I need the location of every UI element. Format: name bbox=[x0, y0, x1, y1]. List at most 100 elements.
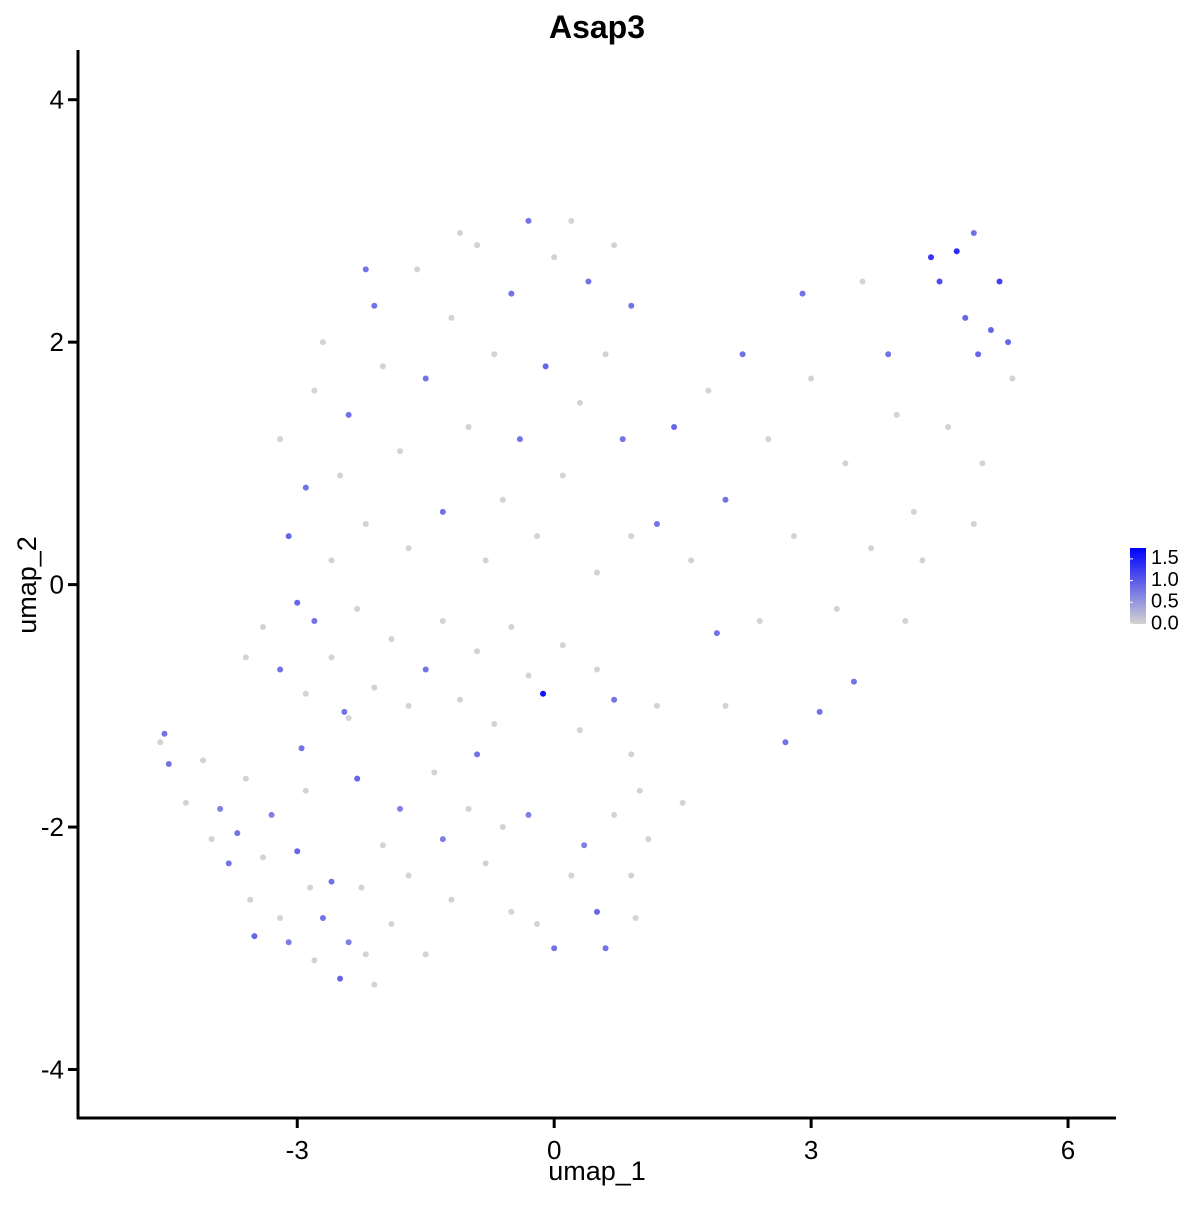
cell-point bbox=[979, 460, 986, 467]
cell-point bbox=[456, 230, 463, 237]
cell-point bbox=[799, 290, 806, 297]
cell-point bbox=[345, 939, 352, 946]
cell-point bbox=[259, 624, 266, 631]
cell-point bbox=[277, 666, 284, 673]
cell-point bbox=[337, 975, 344, 982]
cell-point bbox=[379, 363, 386, 370]
cell-point bbox=[970, 230, 977, 237]
cell-point bbox=[542, 363, 549, 370]
cell-point bbox=[474, 242, 481, 249]
cell-point bbox=[491, 721, 498, 728]
cell-point bbox=[962, 314, 969, 321]
cell-point bbox=[422, 951, 429, 958]
y-tick-label: -4 bbox=[41, 1055, 64, 1085]
cell-point bbox=[328, 654, 335, 661]
cell-point bbox=[328, 878, 335, 885]
cell-point bbox=[311, 387, 318, 394]
cell-point bbox=[559, 642, 566, 649]
cell-point bbox=[405, 545, 412, 552]
cell-point bbox=[594, 666, 600, 673]
cell-point bbox=[474, 648, 481, 655]
cell-point bbox=[508, 624, 515, 631]
cell-point bbox=[970, 520, 977, 527]
cell-point bbox=[551, 945, 558, 952]
cell-point bbox=[465, 424, 472, 431]
cell-point bbox=[722, 496, 729, 503]
cell-point bbox=[910, 508, 917, 515]
cell-point bbox=[987, 327, 994, 334]
cell-point bbox=[362, 266, 369, 273]
cell-point bbox=[602, 351, 609, 358]
cell-point bbox=[414, 266, 421, 273]
cell-point bbox=[405, 872, 412, 879]
cell-point bbox=[936, 278, 943, 285]
cell-point bbox=[165, 761, 172, 768]
cell-point bbox=[816, 708, 823, 715]
cell-point bbox=[319, 914, 326, 921]
cell-point bbox=[919, 557, 926, 564]
cell-point bbox=[482, 557, 489, 564]
cell-point bbox=[362, 520, 369, 527]
cell-point bbox=[465, 805, 472, 812]
colorbar-tick-label: 0.0 bbox=[1151, 612, 1179, 634]
cell-point bbox=[358, 884, 365, 891]
cell-point bbox=[525, 217, 532, 224]
cell-point bbox=[653, 702, 660, 709]
cell-point bbox=[234, 830, 241, 837]
cell-point bbox=[833, 605, 840, 612]
cell-point bbox=[307, 884, 314, 891]
cell-point bbox=[996, 278, 1003, 285]
cell-point bbox=[653, 520, 660, 527]
cell-point bbox=[277, 914, 284, 921]
cell-point bbox=[161, 730, 168, 737]
cell-point bbox=[371, 981, 378, 988]
cell-point bbox=[397, 448, 404, 455]
cell-point bbox=[1009, 375, 1016, 382]
cell-point bbox=[277, 436, 284, 443]
cell-point bbox=[225, 860, 232, 867]
cell-point bbox=[808, 375, 815, 382]
cell-point bbox=[628, 872, 635, 879]
colorbar-tick-label: 1.5 bbox=[1151, 547, 1179, 569]
cell-point bbox=[782, 739, 789, 746]
cell-point bbox=[200, 757, 207, 764]
cell-point bbox=[311, 957, 318, 964]
cell-point bbox=[388, 921, 395, 928]
cell-point bbox=[268, 811, 275, 818]
cell-point bbox=[611, 696, 618, 703]
cell-point bbox=[251, 933, 258, 940]
cell-point bbox=[285, 939, 292, 946]
cell-point bbox=[628, 751, 635, 758]
cell-point bbox=[294, 848, 301, 855]
cell-point bbox=[975, 351, 982, 358]
y-axis-label: umap_2 bbox=[12, 536, 42, 634]
cell-point bbox=[594, 908, 600, 915]
cell-point bbox=[868, 545, 875, 552]
cell-point bbox=[636, 787, 643, 794]
cell-point bbox=[739, 351, 746, 358]
cell-point bbox=[294, 599, 301, 606]
cell-point bbox=[688, 557, 695, 564]
cell-point bbox=[756, 617, 763, 624]
colorbar bbox=[1130, 548, 1146, 624]
cell-point bbox=[722, 702, 729, 709]
cell-point bbox=[540, 690, 547, 697]
cell-point bbox=[422, 375, 429, 382]
cell-point bbox=[499, 496, 506, 503]
cell-point bbox=[354, 775, 361, 782]
cell-point bbox=[893, 411, 900, 418]
cell-point bbox=[859, 278, 866, 285]
cell-point bbox=[568, 217, 575, 224]
cell-point bbox=[842, 460, 849, 467]
cell-point bbox=[311, 617, 318, 624]
x-axis-label: umap_1 bbox=[548, 1156, 646, 1186]
cell-point bbox=[319, 339, 326, 346]
cell-point bbox=[790, 533, 797, 540]
cell-point bbox=[628, 533, 635, 540]
x-tick-label: -3 bbox=[286, 1135, 309, 1165]
cell-point bbox=[611, 811, 618, 818]
cell-point bbox=[345, 714, 352, 721]
cell-point bbox=[850, 678, 857, 685]
cell-point bbox=[379, 842, 386, 849]
